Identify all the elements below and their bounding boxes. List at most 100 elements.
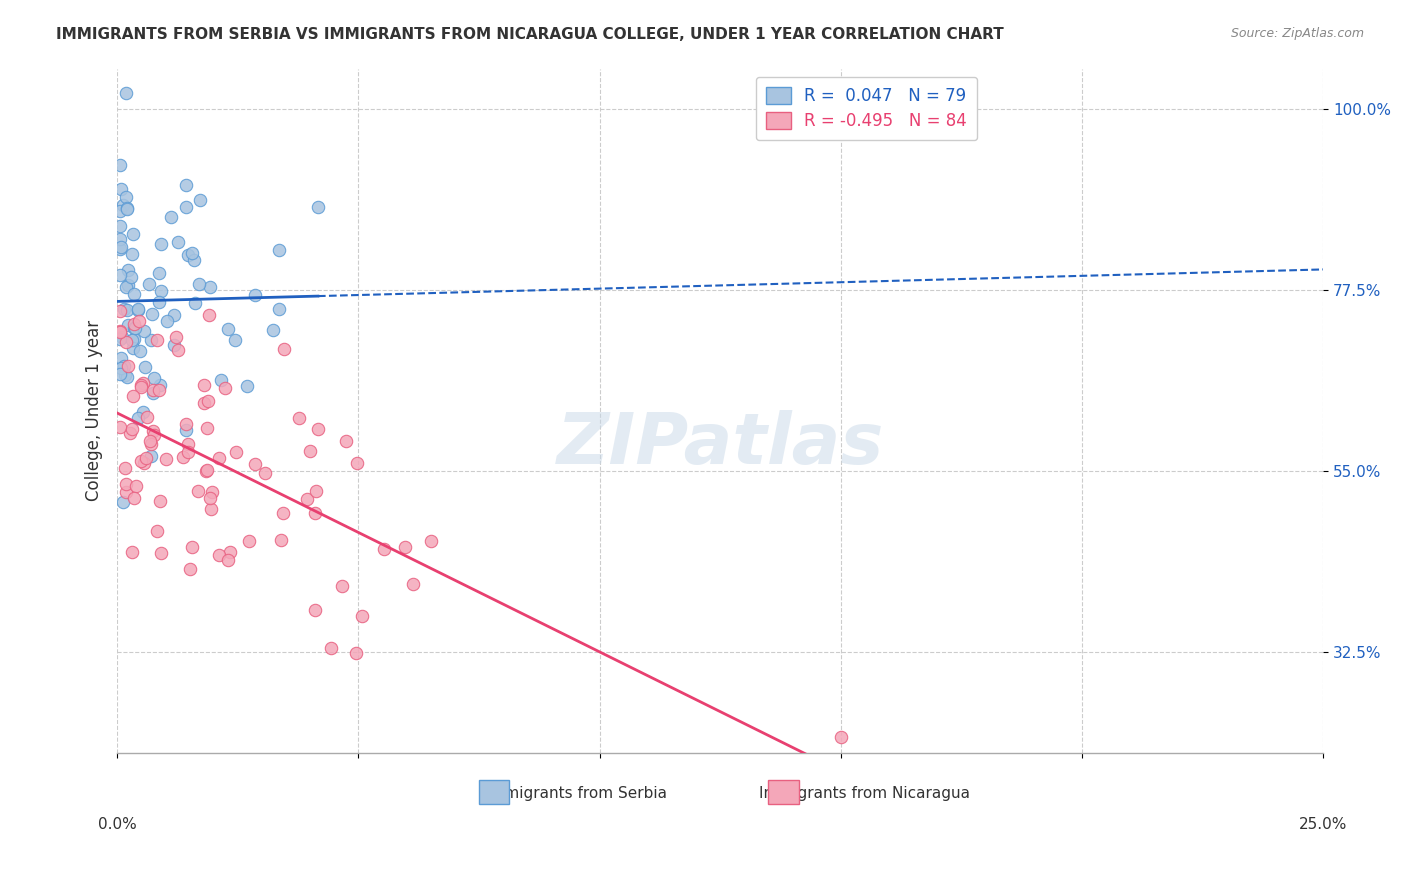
Point <box>127 301 149 316</box>
Point <box>112 359 135 373</box>
Point <box>269 243 291 257</box>
Point <box>110 203 132 218</box>
Point <box>243 288 266 302</box>
Point <box>200 280 222 294</box>
Point <box>225 445 247 459</box>
Point <box>108 419 131 434</box>
Point <box>122 317 145 331</box>
Text: Immigrants from Nicaragua: Immigrants from Nicaragua <box>759 787 970 801</box>
Point <box>155 452 177 467</box>
Legend: R =  0.047   N = 79, R = -0.495   N = 84: R = 0.047 N = 79, R = -0.495 N = 84 <box>756 77 977 140</box>
Point <box>117 278 139 293</box>
Point <box>108 243 131 257</box>
Point <box>305 483 328 498</box>
Point <box>142 383 165 397</box>
Point <box>128 314 150 328</box>
Point <box>146 334 169 348</box>
Point <box>122 321 145 335</box>
Point <box>188 194 211 208</box>
Point <box>200 501 222 516</box>
Point <box>208 451 231 466</box>
Point <box>132 457 155 471</box>
Point <box>394 540 416 554</box>
Point <box>122 491 145 505</box>
Point <box>134 359 156 374</box>
Point <box>183 253 205 268</box>
Text: 0.0%: 0.0% <box>98 817 136 832</box>
Point <box>122 342 145 356</box>
Point <box>166 343 188 357</box>
Point <box>401 577 423 591</box>
Point <box>127 303 149 318</box>
Point <box>121 334 143 348</box>
Text: Immigrants from Serbia: Immigrants from Serbia <box>485 787 666 801</box>
Point <box>307 200 329 214</box>
Point <box>163 308 186 322</box>
Point <box>149 377 172 392</box>
Point <box>304 506 326 520</box>
Point <box>110 361 132 376</box>
Point <box>187 277 209 292</box>
Point <box>132 405 155 419</box>
Point <box>150 236 173 251</box>
Point <box>108 232 131 246</box>
Point <box>166 235 188 250</box>
Point <box>124 321 146 335</box>
Point <box>299 443 322 458</box>
Point <box>330 579 353 593</box>
Point <box>114 334 136 349</box>
Point <box>127 411 149 425</box>
Point <box>174 417 197 432</box>
Point <box>262 323 284 337</box>
Point <box>208 548 231 562</box>
Y-axis label: College, Under 1 year: College, Under 1 year <box>86 320 103 501</box>
Point <box>114 368 136 382</box>
FancyBboxPatch shape <box>769 780 799 804</box>
Point <box>115 190 138 204</box>
Point <box>121 247 143 261</box>
Point <box>217 322 239 336</box>
Point <box>321 641 343 656</box>
Point <box>122 389 145 403</box>
Point <box>176 423 198 437</box>
Point <box>139 334 162 348</box>
Point <box>120 270 142 285</box>
Point <box>156 314 179 328</box>
Point <box>211 373 233 387</box>
Point <box>110 240 132 254</box>
Point <box>111 198 134 212</box>
Point <box>195 462 218 476</box>
Point <box>117 302 139 317</box>
Point <box>112 495 135 509</box>
Text: Source: ZipAtlas.com: Source: ZipAtlas.com <box>1230 27 1364 40</box>
Point <box>238 533 260 548</box>
Point <box>181 245 204 260</box>
Point <box>108 304 131 318</box>
Point <box>141 437 163 451</box>
Point <box>110 351 132 365</box>
Text: 25.0%: 25.0% <box>1299 817 1347 832</box>
Point <box>149 284 172 298</box>
Point <box>115 201 138 215</box>
Point <box>143 428 166 442</box>
Point <box>195 421 218 435</box>
Point <box>163 338 186 352</box>
Point <box>197 394 219 409</box>
Point <box>142 424 165 438</box>
Point <box>179 562 201 576</box>
Point <box>114 461 136 475</box>
Point <box>122 227 145 242</box>
Point <box>187 484 209 499</box>
Point <box>177 248 200 262</box>
FancyBboxPatch shape <box>479 780 509 804</box>
Point <box>136 410 159 425</box>
Point <box>200 491 222 506</box>
Point <box>141 307 163 321</box>
Point <box>132 376 155 391</box>
Point <box>177 445 200 459</box>
Point <box>129 344 152 359</box>
Point <box>419 534 441 549</box>
Point <box>174 200 197 214</box>
Point <box>129 380 152 394</box>
Point <box>111 329 134 343</box>
